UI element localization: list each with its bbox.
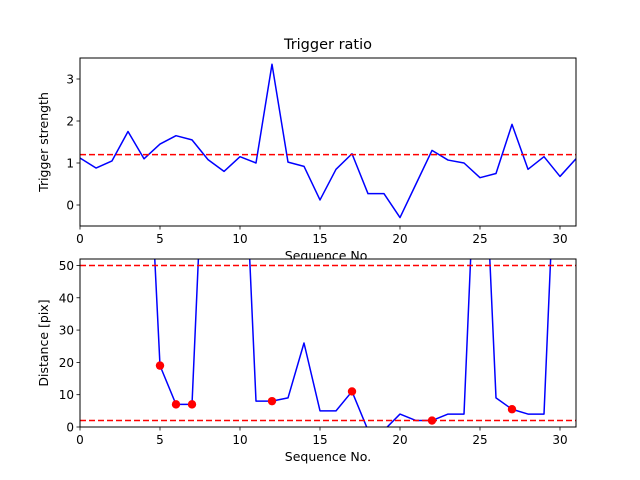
x-tick-label: 5 bbox=[156, 232, 164, 246]
data-point-marker bbox=[427, 416, 437, 425]
y-tick-label: 30 bbox=[59, 324, 74, 338]
x-tick-label: 5 bbox=[156, 433, 164, 447]
y-tick-label: 2 bbox=[66, 115, 74, 129]
x-tick-label: 15 bbox=[312, 232, 327, 246]
x-tick-label: 25 bbox=[472, 433, 487, 447]
axes-frame bbox=[79, 258, 577, 428]
data-point-marker bbox=[187, 400, 197, 409]
y-tick-label: 0 bbox=[66, 421, 74, 435]
plot-data bbox=[80, 259, 576, 427]
data-point-marker bbox=[267, 396, 277, 406]
data-point-marker bbox=[155, 361, 165, 370]
series-line bbox=[80, 63, 576, 219]
data-point-marker bbox=[347, 387, 357, 396]
data-point-marker bbox=[507, 405, 517, 414]
chart-title: Trigger ratio bbox=[283, 37, 372, 53]
x-tick-label: 15 bbox=[312, 433, 327, 447]
y-tick-label: 0 bbox=[66, 199, 74, 213]
plot-area bbox=[80, 58, 576, 226]
x-tick-label: 10 bbox=[232, 433, 247, 447]
plot-data bbox=[80, 63, 576, 219]
x-axis-label: Sequence No. bbox=[285, 449, 371, 464]
y-tick-label: 20 bbox=[59, 356, 74, 370]
y-axis-label: Distance [pix] bbox=[36, 299, 51, 386]
y-tick-label: 50 bbox=[59, 259, 74, 273]
x-tick-label: 0 bbox=[76, 433, 84, 447]
x-tick-label: 0 bbox=[76, 232, 84, 246]
y-axis-label: Trigger strength bbox=[36, 92, 51, 193]
axes-frame bbox=[79, 57, 577, 227]
x-tick-label: 20 bbox=[392, 232, 407, 246]
series-line bbox=[154, 259, 552, 427]
y-tick-label: 40 bbox=[59, 291, 74, 305]
x-tick-label: 30 bbox=[552, 232, 567, 246]
x-tick-label: 25 bbox=[472, 232, 487, 246]
y-tick-label: 3 bbox=[66, 73, 74, 87]
chart-2: 0 5 10 15 20 25 30 0 10 20 30 40 50 Sequence No. Dista… bbox=[36, 258, 577, 464]
data-point-marker bbox=[171, 400, 181, 409]
x-tick-label: 10 bbox=[232, 232, 247, 246]
x-tick-label: 30 bbox=[552, 433, 567, 447]
y-tick-label: 1 bbox=[66, 157, 74, 171]
x-tick-label: 20 bbox=[392, 433, 407, 447]
y-tick-label: 10 bbox=[59, 388, 74, 402]
